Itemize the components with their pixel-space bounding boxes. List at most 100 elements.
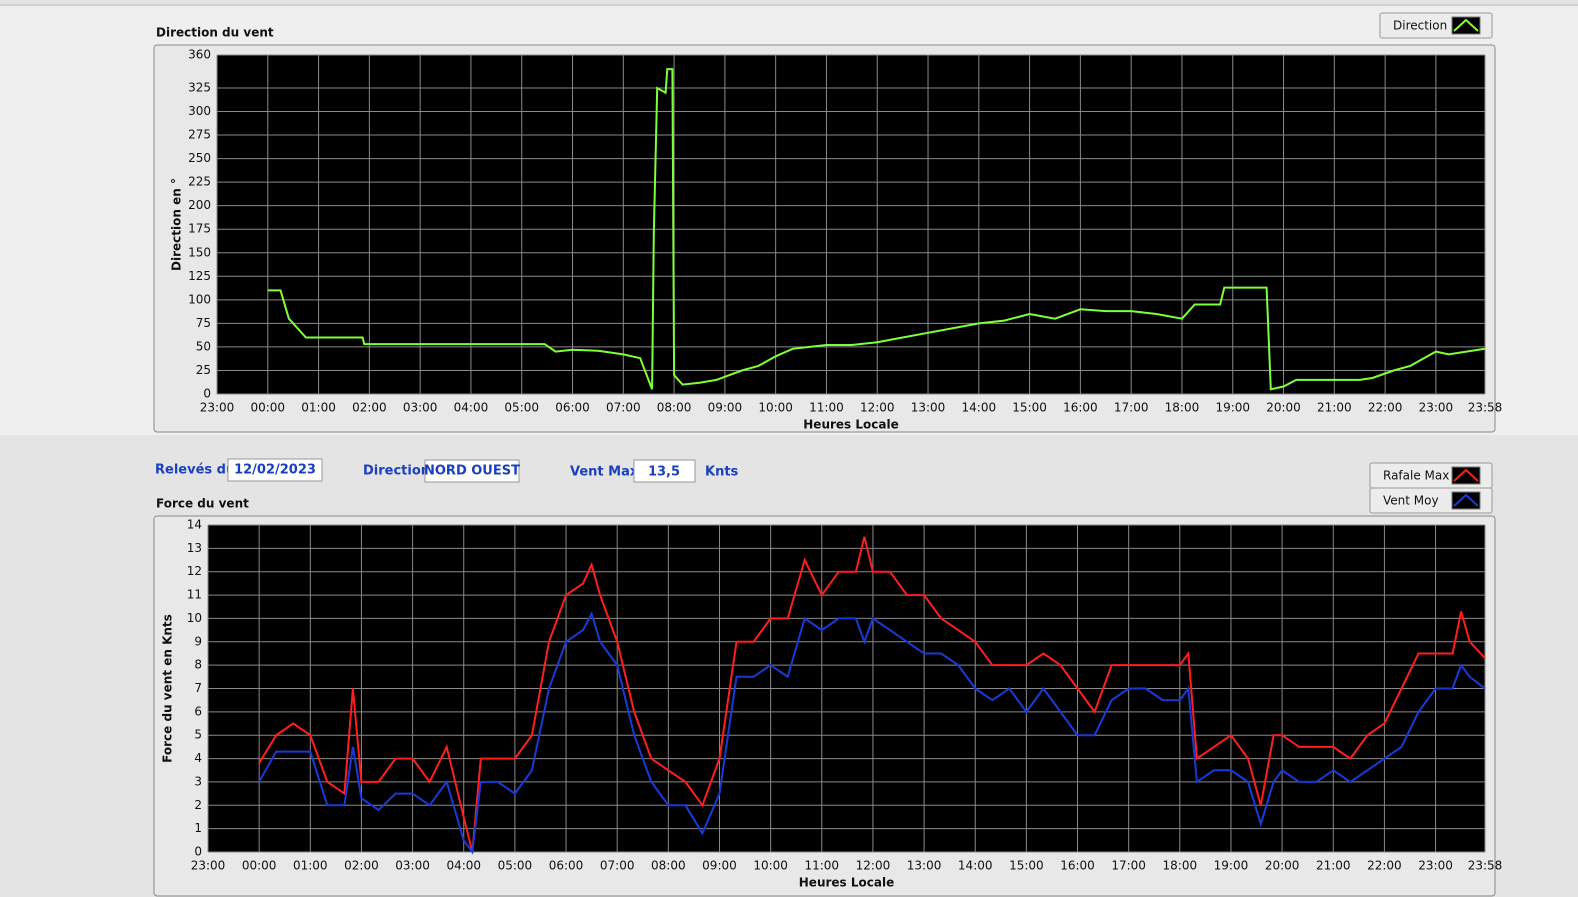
y-tick-label: 14 — [187, 518, 202, 532]
data-line — [267, 68, 1486, 391]
x-tick-label: 21:00 — [1316, 859, 1351, 873]
x-axis-label: Heures Locale — [799, 876, 894, 890]
x-tick-label: 02:00 — [344, 859, 379, 873]
y-tick-label: 3 — [194, 774, 202, 788]
y-tick-label: 275 — [188, 128, 211, 142]
x-tick-label: 11:00 — [809, 401, 844, 415]
chart-title: Force du vent — [156, 497, 249, 511]
x-tick-label: 15:00 — [1009, 859, 1044, 873]
x-tick-label: 23:58 — [1468, 401, 1503, 415]
y-tick-label: 360 — [188, 48, 211, 62]
x-tick-label: 04:00 — [446, 859, 481, 873]
date-field[interactable] — [227, 458, 323, 482]
x-axis-label: Heures Locale — [803, 418, 898, 432]
x-tick-label: 14:00 — [962, 401, 997, 415]
y-tick-label: 225 — [188, 175, 211, 189]
x-tick-label: 23:00 — [191, 859, 226, 873]
x-tick-label: 23:58 — [1468, 859, 1503, 873]
date-value: 12/02/2023 — [234, 463, 316, 478]
x-tick-label: 11:00 — [804, 859, 839, 873]
y-tick-label: 6 — [194, 704, 202, 718]
x-tick-label: 00:00 — [242, 859, 277, 873]
x-tick-label: 23:00 — [1418, 859, 1453, 873]
y-tick-label: 300 — [188, 104, 211, 118]
y-axis-label: Direction en ° — [170, 178, 184, 271]
direction-value: NORD OUEST — [424, 464, 520, 479]
y-tick-label: 8 — [194, 658, 202, 672]
y-tick-label: 0 — [203, 387, 211, 401]
direction-label: Direction — [363, 464, 430, 479]
x-tick-label: 19:00 — [1214, 859, 1249, 873]
x-tick-label: 07:00 — [600, 859, 635, 873]
x-tick-label: 07:00 — [606, 401, 641, 415]
y-tick-label: 1 — [194, 821, 202, 835]
x-tick-label: 12:00 — [860, 401, 895, 415]
y-tick-label: 100 — [188, 292, 211, 306]
x-tick-label: 17:00 — [1111, 859, 1146, 873]
chart-title: Direction du vent — [156, 26, 274, 40]
x-tick-label: 08:00 — [657, 401, 692, 415]
x-tick-label: 18:00 — [1163, 859, 1198, 873]
y-tick-label: 10 — [187, 611, 202, 625]
y-tick-label: 175 — [188, 222, 211, 236]
y-tick-label: 325 — [188, 80, 211, 94]
y-tick-label: 0 — [194, 845, 202, 859]
y-tick-label: 75 — [196, 316, 211, 330]
x-tick-label: 01:00 — [293, 859, 328, 873]
x-tick-label: 20:00 — [1266, 401, 1301, 415]
x-tick-label: 22:00 — [1368, 401, 1403, 415]
x-tick-label: 15:00 — [1012, 401, 1047, 415]
y-tick-label: 200 — [188, 198, 211, 212]
legend-swatch — [1453, 468, 1479, 482]
x-tick-label: 08:00 — [651, 859, 686, 873]
x-tick-label: 05:00 — [498, 859, 533, 873]
y-tick-label: 25 — [196, 363, 211, 377]
x-tick-label: 19:00 — [1215, 401, 1250, 415]
direction-field[interactable] — [424, 459, 520, 483]
x-tick-label: 13:00 — [907, 859, 942, 873]
date-label: Relevés du — [155, 463, 235, 478]
y-tick-label: 4 — [194, 751, 202, 765]
max-field[interactable] — [633, 459, 696, 483]
max-label: Vent Max — [570, 465, 639, 480]
x-tick-label: 05:00 — [504, 401, 539, 415]
x-tick-label: 18:00 — [1165, 401, 1200, 415]
x-tick-label: 16:00 — [1063, 401, 1098, 415]
legend-label: Rafale Max — [1383, 469, 1449, 483]
legend-swatch — [1453, 18, 1479, 32]
data-line — [258, 611, 1486, 855]
x-tick-label: 22:00 — [1367, 859, 1402, 873]
y-tick-label: 150 — [188, 245, 211, 259]
x-tick-label: 21:00 — [1317, 401, 1352, 415]
x-tick-label: 00:00 — [250, 401, 285, 415]
x-tick-label: 06:00 — [549, 859, 584, 873]
legend-icon — [1451, 466, 1481, 485]
y-tick-label: 13 — [187, 541, 202, 555]
y-tick-label: 9 — [194, 634, 202, 648]
legend-icon — [1451, 16, 1481, 35]
x-tick-label: 13:00 — [911, 401, 946, 415]
x-tick-label: 23:00 — [200, 401, 235, 415]
legend-icon — [1451, 491, 1481, 510]
x-tick-label: 09:00 — [708, 401, 743, 415]
legend-label: Vent Moy — [1383, 494, 1439, 508]
legend-swatch — [1453, 493, 1479, 507]
y-tick-label: 50 — [196, 339, 211, 353]
y-tick-label: 12 — [187, 564, 202, 578]
x-tick-label: 01:00 — [301, 401, 336, 415]
max-value: 13,5 — [648, 465, 680, 480]
x-tick-label: 14:00 — [958, 859, 993, 873]
x-tick-label: 12:00 — [856, 859, 891, 873]
x-tick-label: 20:00 — [1265, 859, 1300, 873]
y-tick-label: 250 — [188, 151, 211, 165]
x-tick-label: 09:00 — [702, 859, 737, 873]
x-tick-label: 03:00 — [395, 859, 430, 873]
x-tick-label: 10:00 — [753, 859, 788, 873]
unit-label: Knts — [705, 465, 739, 480]
y-tick-label: 125 — [188, 269, 211, 283]
x-tick-label: 04:00 — [454, 401, 489, 415]
y-tick-label: 7 — [194, 681, 202, 695]
x-tick-label: 23:00 — [1419, 401, 1454, 415]
y-tick-label: 5 — [194, 728, 202, 742]
